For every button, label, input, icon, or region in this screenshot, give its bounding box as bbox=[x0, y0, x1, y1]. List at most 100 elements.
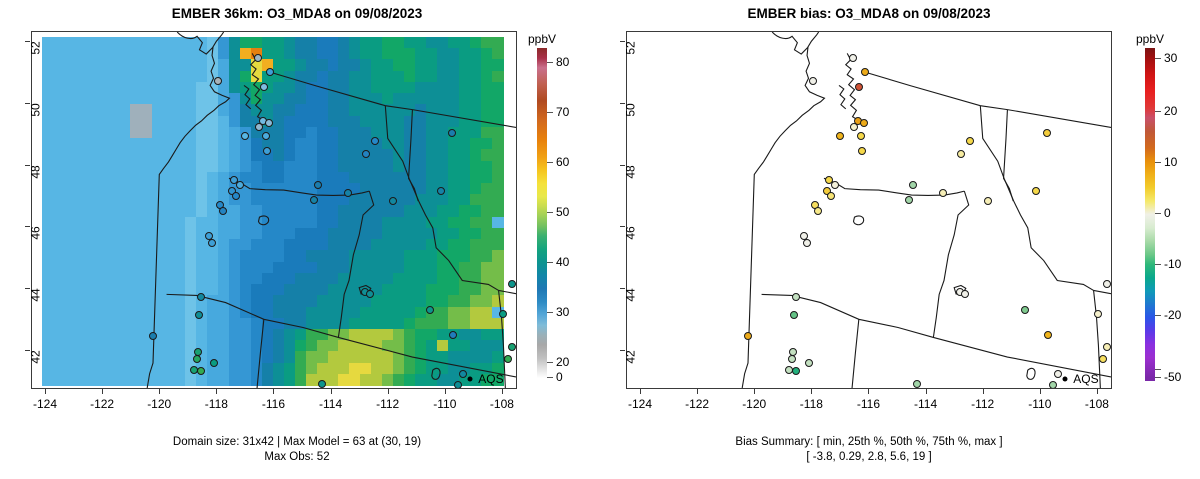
observation-site-marker[interactable] bbox=[805, 359, 814, 368]
observation-site-marker[interactable] bbox=[197, 292, 206, 301]
observation-site-marker[interactable] bbox=[253, 54, 262, 63]
colorbar-bias[interactable] bbox=[1145, 48, 1155, 381]
observation-site-marker[interactable] bbox=[263, 147, 272, 156]
raster-cell bbox=[459, 216, 471, 229]
raster-cell bbox=[272, 138, 284, 150]
observation-site-marker[interactable] bbox=[904, 196, 913, 205]
observation-site-marker[interactable] bbox=[848, 54, 857, 63]
observation-site-marker[interactable] bbox=[809, 76, 818, 85]
observation-site-marker[interactable] bbox=[792, 292, 801, 301]
observation-site-marker[interactable] bbox=[508, 280, 516, 289]
observation-site-marker[interactable] bbox=[835, 131, 844, 140]
colorbar-model[interactable] bbox=[537, 48, 547, 378]
raster-cell bbox=[283, 171, 295, 184]
observation-site-marker[interactable] bbox=[508, 343, 516, 352]
observation-site-marker[interactable] bbox=[449, 331, 458, 340]
observation-site-marker[interactable] bbox=[498, 310, 507, 319]
observation-site-marker[interactable] bbox=[856, 132, 865, 141]
bias-plot-area[interactable]: AQS bbox=[626, 31, 1112, 389]
observation-site-marker[interactable] bbox=[388, 197, 397, 206]
observation-site-marker[interactable] bbox=[1099, 355, 1108, 364]
observation-site-marker[interactable] bbox=[149, 332, 158, 341]
raster-cell bbox=[52, 373, 65, 386]
observation-site-marker[interactable] bbox=[362, 150, 371, 159]
raster-cell bbox=[305, 81, 317, 94]
observation-site-marker[interactable] bbox=[236, 181, 245, 190]
observation-site-marker[interactable] bbox=[961, 290, 970, 299]
raster-cell bbox=[41, 239, 54, 251]
raster-cell bbox=[404, 171, 416, 184]
model-plot-area[interactable]: AQS bbox=[31, 31, 517, 389]
observation-site-marker[interactable] bbox=[240, 131, 249, 140]
raster-cell bbox=[129, 295, 142, 307]
observation-site-marker[interactable] bbox=[825, 176, 834, 185]
observation-site-marker[interactable] bbox=[965, 137, 974, 146]
observation-site-marker[interactable] bbox=[230, 176, 239, 185]
observation-site-marker[interactable] bbox=[1021, 306, 1030, 315]
raster-cell bbox=[470, 328, 482, 341]
raster-cell bbox=[437, 36, 449, 49]
observation-site-marker[interactable] bbox=[854, 82, 863, 91]
raster-cell bbox=[283, 115, 295, 128]
observation-site-marker[interactable] bbox=[210, 359, 219, 368]
raster-cell bbox=[272, 373, 284, 386]
observation-site-marker[interactable] bbox=[831, 181, 840, 190]
observation-site-marker[interactable] bbox=[454, 381, 463, 388]
observation-site-marker[interactable] bbox=[1049, 381, 1058, 388]
observation-site-marker[interactable] bbox=[207, 238, 216, 247]
raster-cell bbox=[63, 126, 76, 139]
observation-site-marker[interactable] bbox=[861, 67, 870, 76]
observation-site-marker[interactable] bbox=[214, 76, 223, 85]
observation-site-marker[interactable] bbox=[448, 129, 457, 138]
raster-cell bbox=[151, 340, 164, 352]
observation-site-marker[interactable] bbox=[1054, 370, 1063, 379]
observation-site-marker[interactable] bbox=[197, 366, 206, 375]
observation-site-marker[interactable] bbox=[1103, 280, 1111, 289]
raster-cell bbox=[426, 59, 438, 72]
observation-site-marker[interactable] bbox=[313, 181, 322, 190]
observation-site-marker[interactable] bbox=[343, 189, 352, 198]
observation-site-marker[interactable] bbox=[913, 380, 922, 388]
observation-site-marker[interactable] bbox=[1031, 187, 1040, 196]
raster-cell bbox=[151, 36, 164, 49]
observation-site-marker[interactable] bbox=[983, 197, 992, 206]
observation-site-marker[interactable] bbox=[370, 137, 379, 146]
raster-cell bbox=[217, 93, 230, 105]
observation-site-marker[interactable] bbox=[802, 238, 811, 247]
observation-site-marker[interactable] bbox=[787, 355, 796, 364]
observation-site-marker[interactable] bbox=[957, 150, 966, 159]
observation-site-marker[interactable] bbox=[1093, 310, 1102, 319]
observation-site-marker[interactable] bbox=[266, 67, 275, 76]
observation-site-marker[interactable] bbox=[1043, 129, 1052, 138]
observation-site-marker[interactable] bbox=[426, 306, 435, 315]
raster-cell bbox=[294, 104, 306, 117]
raster-cell bbox=[382, 340, 394, 352]
observation-site-marker[interactable] bbox=[459, 370, 468, 379]
observation-site-marker[interactable] bbox=[790, 311, 799, 320]
observation-site-marker[interactable] bbox=[938, 189, 947, 198]
observation-site-marker[interactable] bbox=[850, 123, 859, 132]
observation-site-marker[interactable] bbox=[366, 290, 375, 299]
observation-site-marker[interactable] bbox=[504, 355, 513, 364]
observation-site-marker[interactable] bbox=[436, 187, 445, 196]
observation-site-marker[interactable] bbox=[858, 147, 867, 156]
observation-site-marker[interactable] bbox=[259, 82, 268, 91]
observation-site-marker[interactable] bbox=[255, 123, 264, 132]
raster-cell bbox=[404, 36, 416, 49]
observation-site-marker[interactable] bbox=[219, 207, 228, 216]
observation-site-marker[interactable] bbox=[309, 196, 318, 205]
observation-site-marker[interactable] bbox=[231, 192, 240, 201]
observation-site-marker[interactable] bbox=[1103, 343, 1111, 352]
observation-site-marker[interactable] bbox=[792, 366, 801, 375]
observation-site-marker[interactable] bbox=[192, 355, 201, 364]
observation-site-marker[interactable] bbox=[318, 380, 327, 388]
observation-site-marker[interactable] bbox=[1044, 331, 1053, 340]
observation-site-marker[interactable] bbox=[859, 119, 868, 128]
observation-site-marker[interactable] bbox=[264, 119, 273, 128]
observation-site-marker[interactable] bbox=[826, 192, 835, 201]
observation-site-marker[interactable] bbox=[744, 332, 753, 341]
observation-site-marker[interactable] bbox=[195, 311, 204, 320]
observation-site-marker[interactable] bbox=[261, 132, 270, 141]
observation-site-marker[interactable] bbox=[908, 181, 917, 190]
observation-site-marker[interactable] bbox=[814, 207, 823, 216]
